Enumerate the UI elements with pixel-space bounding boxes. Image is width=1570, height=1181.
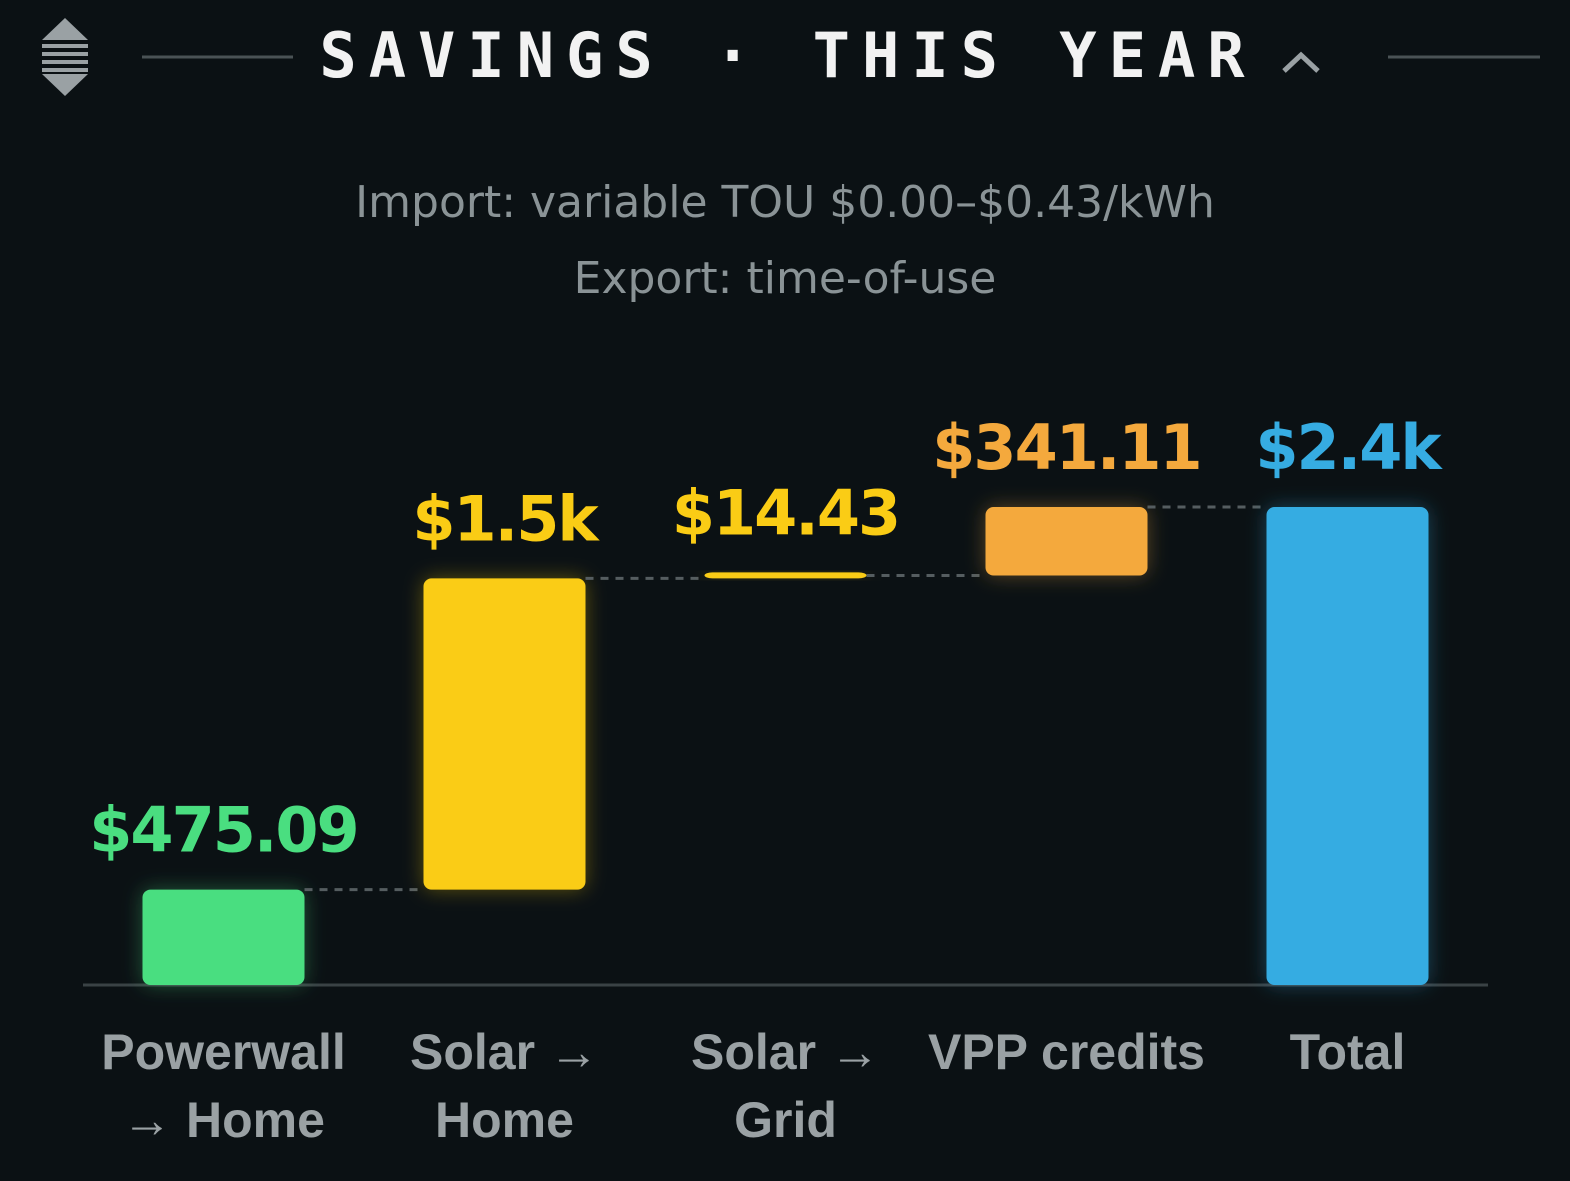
chart-title: SAVINGS · THIS YEAR [319, 19, 1256, 92]
value-label: $475.09 [89, 794, 357, 867]
value-label: $2.4k [1255, 411, 1443, 484]
category-label: Solar → Grid [691, 1024, 880, 1148]
value-label: $341.11 [932, 411, 1200, 484]
value-label: $14.43 [672, 476, 899, 549]
category-label: Solar → Home [410, 1024, 599, 1148]
category-label: VPP credits [927, 1024, 1205, 1080]
bar [142, 889, 305, 985]
subtitle: Export: time-of-use [574, 253, 997, 304]
caret-toggle[interactable] [1282, 51, 1320, 73]
category-label: Total [1289, 1024, 1406, 1080]
bar [985, 507, 1148, 576]
category-label: Powerwall → Home [101, 1024, 346, 1148]
subtitle: Import: variable TOU $0.00–$0.43/kWh [355, 177, 1215, 228]
bar [704, 572, 867, 579]
value-label: $1.5k [412, 482, 600, 555]
collapse-icon[interactable] [42, 18, 88, 96]
bar [1266, 507, 1429, 985]
bar [423, 578, 586, 890]
